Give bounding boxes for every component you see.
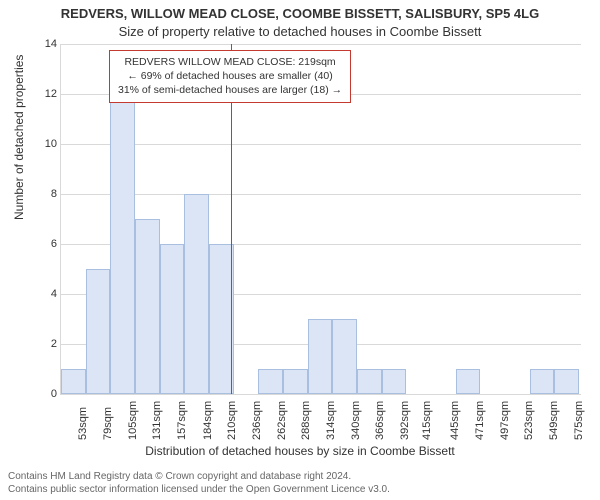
x-tick-label: 415sqm [421,401,433,440]
x-tick-label: 53sqm [77,407,89,440]
x-axis-label: Distribution of detached houses by size … [0,444,600,458]
histogram-bar [357,369,382,394]
info-line-2: ← 69% of detached houses are smaller (40… [118,69,342,83]
histogram-bar [308,319,333,394]
y-tick-label: 0 [37,388,57,400]
y-tick-label: 2 [37,338,57,350]
x-tick-label: 262sqm [276,401,288,440]
x-tick-label: 523sqm [523,401,535,440]
y-tick-label: 4 [37,288,57,300]
title-line-1: REDVERS, WILLOW MEAD CLOSE, COOMBE BISSE… [0,6,600,21]
x-tick-label: 366sqm [374,401,386,440]
x-tick-label: 184sqm [202,401,214,440]
title-line-2: Size of property relative to detached ho… [0,24,600,39]
y-tick-label: 10 [37,138,57,150]
x-tick-label: 105sqm [127,401,139,440]
x-tick-label: 236sqm [251,401,263,440]
y-tick-label: 6 [37,238,57,250]
histogram-bar [110,94,135,394]
histogram-bar [135,219,160,394]
y-axis-label: Number of detached properties [12,55,26,220]
info-line-3: 31% of semi-detached houses are larger (… [118,83,342,97]
histogram-bar [283,369,308,394]
chart-container: REDVERS, WILLOW MEAD CLOSE, COOMBE BISSE… [0,0,600,500]
x-tick-label: 340sqm [350,401,362,440]
gridline [61,194,581,195]
x-tick-label: 314sqm [325,401,337,440]
x-tick-label: 497sqm [499,401,511,440]
histogram-bar [61,369,86,394]
x-tick-label: 131sqm [151,401,163,440]
x-tick-label: 392sqm [399,401,411,440]
histogram-bar [332,319,357,394]
gridline [61,44,581,45]
x-tick-label: 549sqm [548,401,560,440]
y-tick-label: 12 [37,88,57,100]
histogram-bar [554,369,579,394]
x-tick-label: 210sqm [226,401,238,440]
histogram-bar [456,369,481,394]
y-tick-label: 8 [37,188,57,200]
histogram-bar [86,269,111,394]
histogram-bar [184,194,209,394]
y-tick-label: 14 [37,38,57,50]
gridline [61,144,581,145]
notice-line-2: Contains public sector information licen… [8,484,390,495]
x-tick-label: 445sqm [449,401,461,440]
histogram-bar [258,369,283,394]
copyright-notice: Contains HM Land Registry data © Crown c… [8,470,592,496]
histogram-bar [382,369,407,394]
info-box: REDVERS WILLOW MEAD CLOSE: 219sqm← 69% o… [109,50,351,103]
info-line-1: REDVERS WILLOW MEAD CLOSE: 219sqm [118,55,342,69]
plot-area: 0246810121453sqm79sqm105sqm131sqm157sqm1… [60,44,581,395]
x-tick-label: 288sqm [300,401,312,440]
notice-line-1: Contains HM Land Registry data © Crown c… [8,471,351,482]
histogram-bar [530,369,555,394]
x-tick-label: 79sqm [102,407,114,440]
x-tick-label: 575sqm [573,401,585,440]
gridline [61,394,581,395]
x-tick-label: 471sqm [474,401,486,440]
histogram-bar [160,244,185,394]
x-tick-label: 157sqm [176,401,188,440]
